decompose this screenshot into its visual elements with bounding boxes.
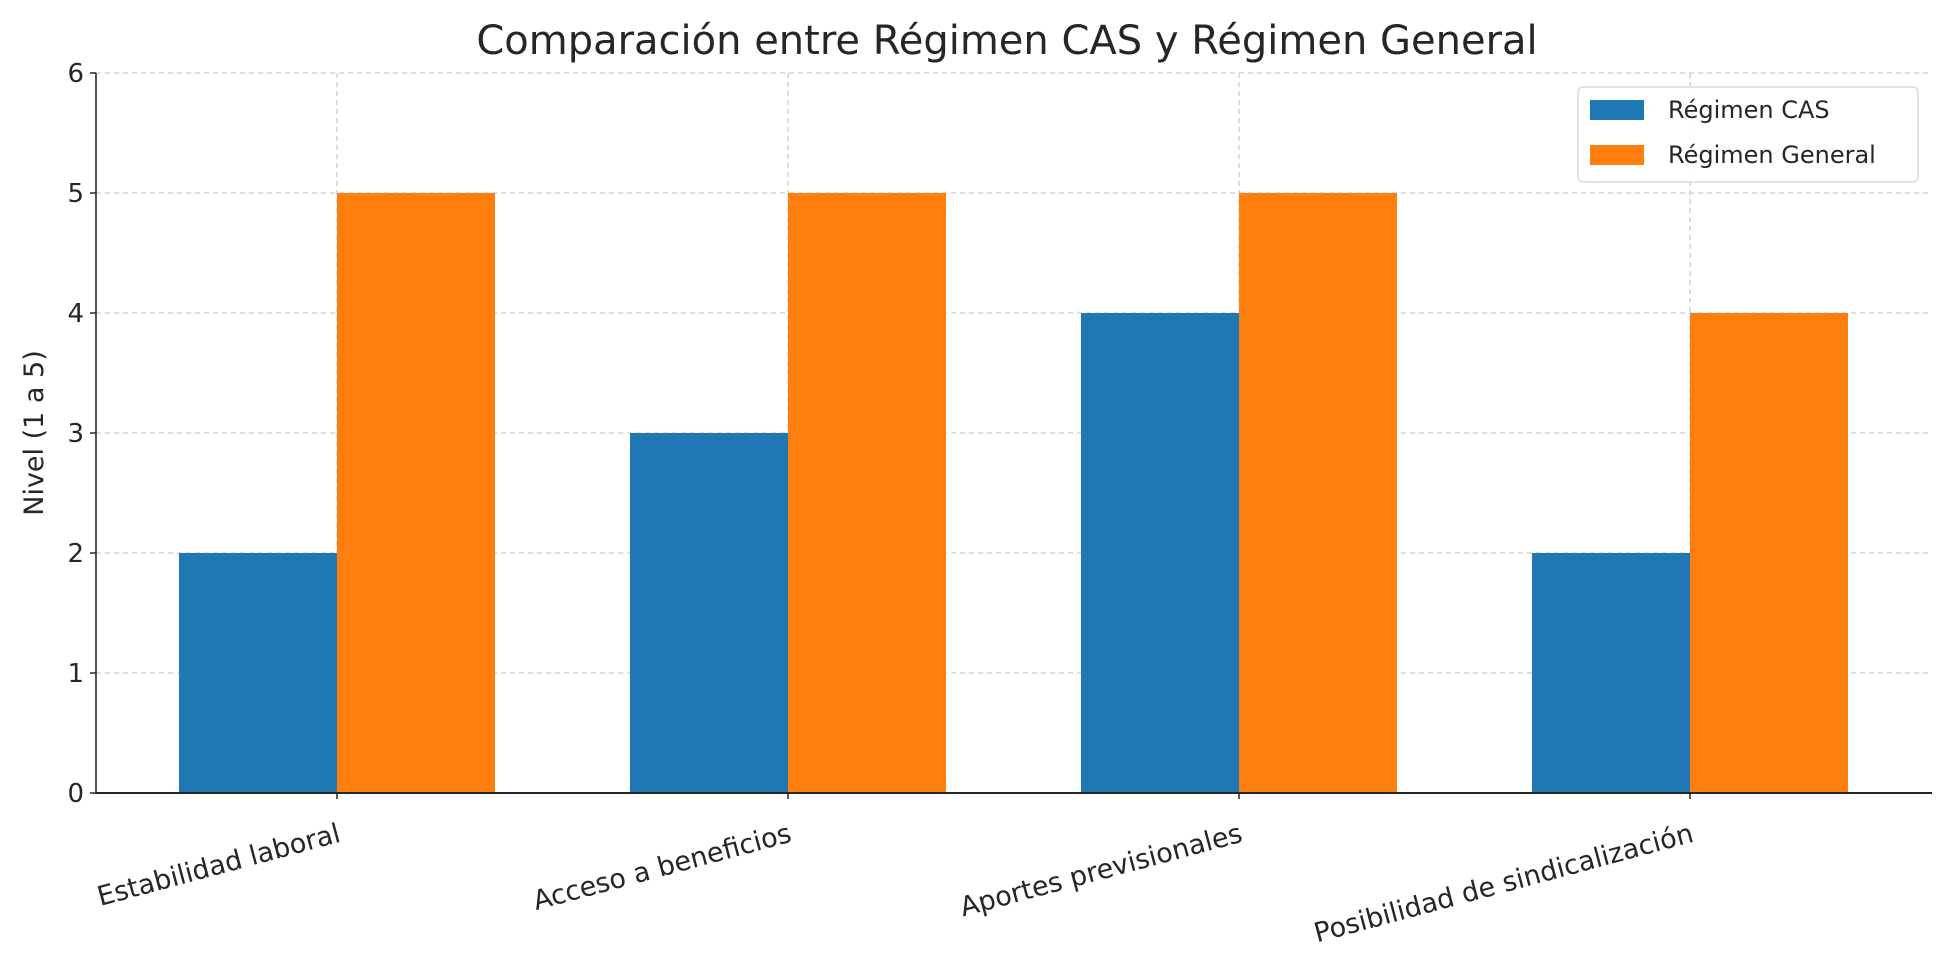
bars — [179, 193, 1848, 793]
chart-title: Comparación entre Régimen CAS y Régimen … — [476, 18, 1537, 64]
x-tick-label: Estabilidad laboral — [94, 818, 344, 913]
x-tick-labels: Estabilidad laboral Acceso a beneficios Ap… — [94, 818, 1697, 949]
y-tick-label: 1 — [67, 659, 84, 689]
bar-general-0 — [337, 193, 495, 793]
legend-label-general: Régimen General — [1668, 141, 1876, 169]
x-tick-label: Aportes previsionales — [957, 818, 1246, 923]
y-tick-label: 0 — [67, 779, 84, 809]
bar-cas-1 — [630, 433, 788, 793]
y-tick-label: 6 — [67, 59, 84, 89]
bar-cas-2 — [1081, 313, 1239, 793]
bar-general-2 — [1239, 193, 1397, 793]
y-tick-label: 2 — [67, 539, 84, 569]
legend-box — [1577, 86, 1919, 183]
bar-general-1 — [788, 193, 946, 793]
x-tick-label: Posibilidad de sindicalización — [1311, 818, 1697, 949]
y-tick-label: 4 — [67, 299, 84, 329]
bar-cas-3 — [1532, 553, 1690, 793]
y-tick-label: 3 — [67, 419, 84, 449]
legend-swatch-cas — [1590, 100, 1644, 120]
y-tick-labels: 0 1 2 3 4 5 6 — [67, 59, 84, 809]
bar-cas-0 — [179, 553, 337, 793]
legend: Régimen CAS Régimen General — [1577, 86, 1919, 183]
axes — [90, 72, 1932, 799]
y-tick-label: 5 — [67, 179, 84, 209]
x-tick-label: Acceso a beneficios — [530, 818, 795, 917]
y-axis-label: Nivel (1 a 5) — [19, 350, 50, 516]
legend-swatch-general — [1590, 145, 1644, 165]
legend-label-cas: Régimen CAS — [1668, 96, 1830, 124]
bar-general-3 — [1690, 313, 1848, 793]
